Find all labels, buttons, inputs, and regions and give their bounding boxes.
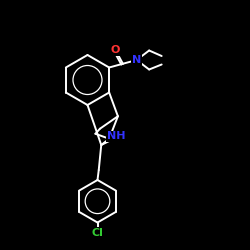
Text: O: O [111,45,120,55]
Text: N: N [132,55,141,65]
Text: NH: NH [107,131,126,141]
Text: Cl: Cl [92,228,104,238]
